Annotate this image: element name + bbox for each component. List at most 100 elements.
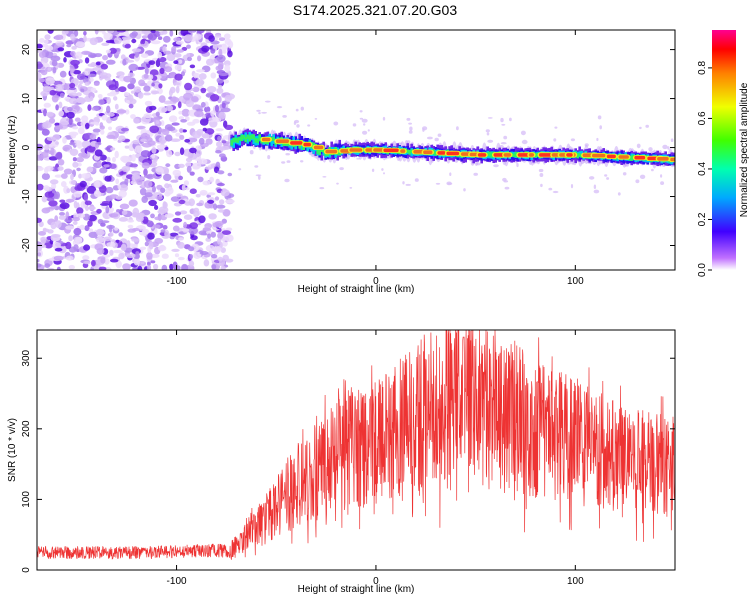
spectrogram-speck [361, 118, 368, 123]
snr-x-ticks: -100 0 100 [167, 330, 584, 587]
spectrogram-noise-cell [78, 152, 88, 158]
spectrogram-noise-cell [194, 33, 202, 40]
spectrogram-noise-cell [44, 34, 51, 40]
spectrogram-noise-cell [88, 92, 95, 99]
spectrogram-ridge-cell [232, 140, 235, 148]
spectrogram-ridge-cell [300, 143, 303, 151]
spectrogram-noise-cell [202, 180, 211, 186]
spectrogram-noise-cell [118, 232, 123, 237]
spectrogram-noise-cell [73, 244, 79, 252]
spectrogram-noise-cell [65, 225, 75, 230]
spectrogram-noise-cell [70, 59, 80, 66]
spectrogram-noise-cell [132, 207, 140, 216]
spectrogram-speck [383, 172, 385, 175]
spectrogram-noise-cell [37, 166, 44, 172]
spectrogram-noise-cell [85, 68, 95, 72]
spectrogram-speck [352, 123, 357, 127]
spectrogram-noise-cell [87, 104, 92, 111]
spectrogram-noise-cell [170, 96, 180, 103]
spectrogram-noise-cell [121, 210, 128, 216]
spectrogram-noise-cell [100, 129, 105, 135]
spectrogram-core-peak [657, 157, 669, 161]
snr-panel: -100 0 100 0 100 200 300 Height of straight l… [7, 329, 676, 595]
spectrogram-speck [285, 153, 291, 156]
spectrogram-noise-cell [106, 242, 116, 247]
spectrogram-ridge-cell [238, 136, 241, 141]
spectrogram-speck [295, 108, 299, 112]
spectrogram-noise-cell [94, 149, 103, 157]
spectrogram-core-peak [528, 153, 534, 157]
spectrogram-ridge-cell [236, 137, 239, 143]
spectrogram-noise-cell [95, 236, 105, 244]
spectrogram-speck [447, 182, 453, 185]
spectrogram-noise-cell [110, 258, 119, 263]
spectrogram-noise-cell [68, 97, 78, 105]
spectrogram-noise-cell [43, 108, 47, 117]
spectrogram-noise-cell [225, 199, 235, 204]
spectrogram-noise-cell [140, 82, 148, 87]
spectrogram-noise-cell [93, 189, 102, 198]
spectrogram-noise-cell [128, 103, 134, 109]
spectrogram-noise-cell [207, 199, 215, 204]
spectrogram-noise-cell [121, 127, 129, 132]
spectrogram-noise-cell [86, 166, 94, 172]
spectrogram-noise-cell [59, 92, 65, 98]
spectrogram-noise-cell [39, 244, 47, 248]
spectrogram-noise-cell [37, 72, 42, 80]
spectrogram-noise-cell [115, 178, 120, 185]
spectrogram-noise-cell [131, 238, 140, 242]
spectrogram-noise-cell [91, 259, 96, 267]
colorbar-tick-label: 0.0 [697, 263, 708, 277]
spectrogram-noise-cell [195, 145, 202, 152]
spectrogram-noise-cell [155, 120, 160, 124]
spectrogram-noise-cell [81, 115, 89, 123]
spectrogram-noise-cell [189, 171, 195, 176]
spectrogram-noise-cell [163, 100, 174, 105]
spectrogram-noise-cell [126, 98, 137, 105]
spectrogram-core-peak [290, 141, 303, 145]
spectrogram-noise-cell [55, 104, 59, 111]
spectrogram-noise-cell [63, 147, 70, 151]
spectrogram-noise-cell [113, 37, 122, 45]
spectrogram-noise-cell [131, 48, 142, 53]
spectrogram-noise-cell [199, 251, 209, 255]
spectrogram-noise-cell [116, 109, 127, 114]
spectrogram-core-peak [618, 155, 629, 159]
spectrogram-ridge-cell [514, 151, 517, 157]
spectrogram-speck [449, 172, 452, 176]
spectrogram-xtick-label: 0 [373, 276, 379, 287]
spectrogram-noise-cell [133, 86, 141, 93]
spectrogram-noise-cell [38, 78, 45, 83]
spectrogram-noise-cell [45, 77, 55, 85]
spectrogram-noise-cell [158, 83, 163, 89]
snr-ytick-label: 100 [21, 491, 32, 508]
spectrogram-noise-cell [73, 191, 82, 198]
spectrogram-noise-cell [82, 255, 90, 261]
spectrogram-noise-cell [207, 233, 212, 239]
spectrogram-core-peak [592, 153, 606, 158]
spectrogram-noise-cell [104, 175, 112, 182]
spectrogram-noise-cell [88, 52, 97, 59]
spectrogram-noise-cell [151, 82, 155, 87]
spectrogram-speck [553, 138, 557, 142]
spectrogram-noise-cell [222, 254, 229, 262]
spectrogram-noise-cell [148, 74, 154, 80]
spectrogram-noise-cell [107, 92, 117, 97]
spectrogram-noise-cell [105, 39, 116, 44]
spectrogram-noise-cell [84, 57, 90, 64]
spectrogram-noise-cell [46, 136, 57, 141]
spectrogram-noise-cell [163, 50, 172, 55]
spectrogram-noise-cell [58, 110, 64, 117]
spectrogram-noise-cell [221, 140, 227, 144]
spectrogram-noise-cell [107, 112, 115, 117]
snr-xtick-label: -100 [167, 576, 187, 587]
spectrogram-noise-cell [203, 259, 210, 267]
spectrogram-speck [284, 178, 290, 183]
spectrogram-noise-cell [54, 125, 64, 130]
spectrogram-xlabel: Height of straight line (km) [298, 284, 415, 295]
snr-xtick-label: 0 [373, 576, 379, 587]
spectrogram-noise-cell [196, 30, 205, 34]
spectrogram-core-peak [606, 154, 616, 159]
spectrogram-ridge-cell [248, 135, 251, 142]
spectrogram-noise-cell [79, 180, 87, 188]
